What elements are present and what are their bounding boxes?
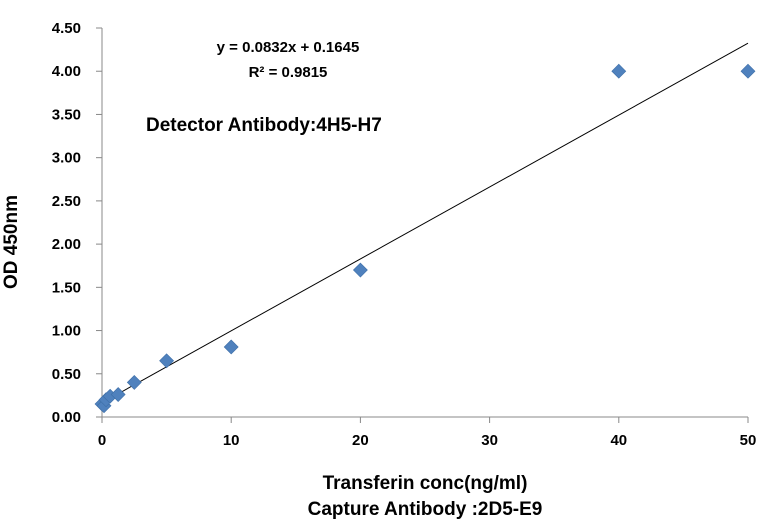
y-tick-label: 3.00 [52, 150, 81, 167]
data-point-diamond [740, 63, 756, 79]
linear-trendline [101, 42, 749, 404]
data-point-diamond [352, 262, 368, 278]
y-axis-title: OD 450nm [1, 195, 22, 289]
data-point-diamond [159, 353, 175, 369]
y-tick-label: 1.50 [52, 279, 81, 296]
data-point-diamond [611, 63, 627, 79]
data-points [94, 63, 756, 414]
y-tick-label: 2.00 [52, 236, 81, 253]
trendline-equation: y = 0.0832x + 0.1645 [217, 39, 360, 56]
x-tick-label: 40 [610, 432, 627, 449]
x-tick-label: 20 [352, 432, 369, 449]
y-tick-label: 2.50 [52, 193, 81, 210]
x-tick-label: 10 [223, 432, 240, 449]
trendline-layer [101, 42, 749, 404]
chart-axes [96, 27, 749, 423]
tick-labels: 0.00 0.50 1.00 1.50 2.00 2.50 3.00 3.50 4.00 4.50… [52, 20, 757, 449]
y-tick-label: 3.50 [52, 106, 81, 123]
data-point-diamond [126, 374, 142, 390]
x-tick-label: 30 [481, 432, 498, 449]
y-tick-label: 0.50 [52, 366, 81, 383]
data-point-diamond [223, 339, 239, 355]
x-tick-label: 50 [740, 432, 757, 449]
x-tick-label: 0 [98, 432, 106, 449]
y-tick-label: 0.00 [52, 409, 81, 426]
detector-antibody-annotation: Detector Antibody:4H5-H7 [146, 115, 382, 136]
data-point-diamond [110, 387, 126, 402]
y-tick-label: 1.00 [52, 323, 81, 340]
r-squared-label: R² = 0.9815 [249, 64, 328, 81]
x-axis-title: Transferin conc(ng/ml) [323, 473, 528, 494]
x-axis-subtitle: Capture Antibody :2D5-E9 [308, 499, 543, 520]
y-tick-label: 4.50 [52, 20, 81, 37]
y-tick-label: 4.00 [52, 63, 81, 80]
